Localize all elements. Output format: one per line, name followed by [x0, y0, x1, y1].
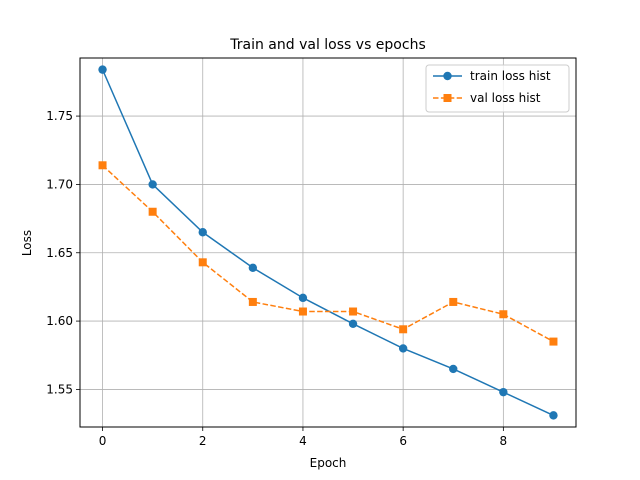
y-axis-label: Loss [20, 230, 34, 256]
y-tick-label: 1.55 [46, 382, 73, 396]
train-loss-point [198, 228, 207, 237]
legend-val-loss-marker [443, 94, 452, 102]
train-loss-point [348, 319, 358, 329]
plot-frame [79, 57, 577, 428]
axis-ticks: 0 2 4 6 8 1.55 1.60 1.65 1.70 1.75 [46, 109, 507, 448]
train-loss-point [248, 263, 258, 272]
val-loss-point [399, 325, 408, 334]
x-tick-label: 0 [99, 434, 107, 448]
val-loss-point [98, 161, 107, 170]
val-loss-point [499, 310, 508, 319]
y-tick-label: 1.65 [46, 246, 73, 260]
val-loss-point [148, 207, 157, 216]
val-loss-line [102, 164, 554, 343]
val-loss-point [549, 337, 558, 346]
y-tick-label: 1.75 [46, 109, 73, 123]
legend-val-loss-label: val loss hist [470, 91, 541, 105]
val-loss-point [349, 307, 358, 316]
x-tick-label: 2 [199, 434, 207, 448]
val-loss-point [248, 297, 257, 306]
plot-series [98, 65, 558, 420]
train-loss-point [98, 65, 107, 74]
x-tick-label: 4 [299, 434, 307, 448]
x-tick-label: 8 [500, 434, 508, 448]
legend-train-loss-label: train loss hist [470, 69, 551, 83]
train-loss-point [148, 180, 157, 189]
x-axis-label: Epoch [310, 456, 347, 470]
train-loss-point [298, 293, 308, 303]
grid [80, 58, 576, 427]
val-loss-point [449, 297, 458, 306]
train-loss-point [398, 344, 408, 353]
chart-title: Train and val loss vs epochs [229, 37, 426, 53]
val-loss-point [298, 307, 307, 316]
legend-train-loss-marker [443, 71, 452, 81]
val-loss-point [198, 258, 207, 267]
train-loss-point [499, 387, 508, 397]
y-tick-label: 1.60 [46, 314, 73, 328]
y-tick-label: 1.70 [46, 177, 73, 191]
train-loss-point [549, 411, 558, 420]
x-tick-label: 6 [399, 434, 407, 448]
train-loss-point [449, 364, 458, 374]
legend: train loss hist val loss hist [425, 64, 570, 113]
